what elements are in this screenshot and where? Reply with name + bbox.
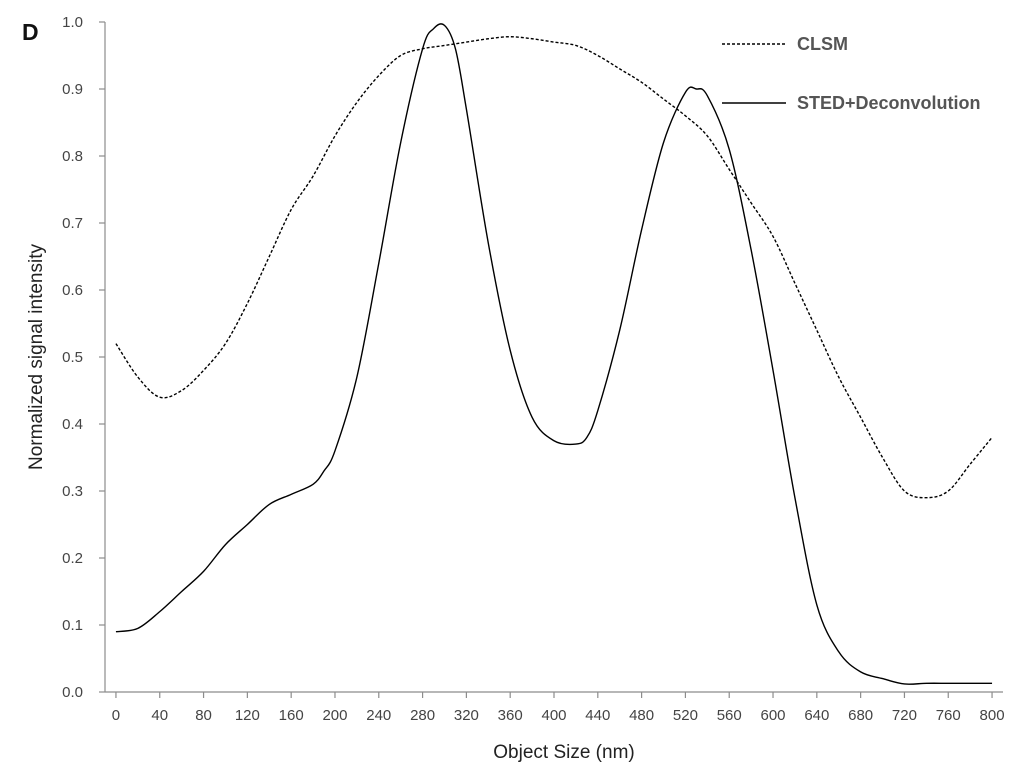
y-axis-ticks: 0.0 0.1 0.2 0.3 0.4 0.5 0.6 0.7 0.8 0.9 1.0 — [62, 14, 105, 701]
x-tick-label: 160 — [279, 707, 304, 724]
x-tick-label: 600 — [761, 707, 786, 724]
x-axis-title: Object Size (nm) — [493, 742, 634, 763]
x-tick-label: 760 — [936, 707, 961, 724]
x-tick-label: 200 — [322, 707, 347, 724]
x-tick-label: 400 — [541, 707, 566, 724]
x-tick-label: 240 — [366, 707, 391, 724]
x-tick-label: 720 — [892, 707, 917, 724]
x-tick-label: 40 — [151, 707, 168, 724]
y-tick-label: 0.0 — [62, 684, 83, 701]
panel-label: D — [22, 19, 39, 45]
y-tick-label: 0.3 — [62, 483, 83, 500]
legend-label-sted-deconvolution: STED+Deconvolution — [797, 93, 981, 113]
y-tick-label: 0.1 — [62, 617, 83, 634]
y-tick-label: 0.8 — [62, 148, 83, 165]
y-tick-label: 0.9 — [62, 81, 83, 98]
x-tick-label: 280 — [410, 707, 435, 724]
y-tick-label: 0.4 — [62, 416, 83, 433]
y-tick-label: 0.7 — [62, 215, 83, 232]
plot-area: 0 40 80 120 160 200 240 280 320 360 400 440 480 520 56… — [62, 14, 1004, 724]
x-tick-label: 680 — [848, 707, 873, 724]
x-tick-label: 640 — [804, 707, 829, 724]
x-tick-label: 440 — [585, 707, 610, 724]
y-tick-label: 0.2 — [62, 550, 83, 567]
x-tick-label: 120 — [235, 707, 260, 724]
y-axis-title: Normalized signal intensity — [26, 244, 47, 470]
x-tick-label: 360 — [498, 707, 523, 724]
x-tick-label: 480 — [629, 707, 654, 724]
x-tick-label: 560 — [717, 707, 742, 724]
x-tick-label: 520 — [673, 707, 698, 724]
y-tick-label: 0.5 — [62, 349, 83, 366]
y-tick-label: 1.0 — [62, 14, 83, 31]
series-line-clsm — [115, 36, 993, 499]
series-group — [115, 23, 993, 685]
x-tick-label: 320 — [454, 707, 479, 724]
legend: CLSM STED+Deconvolution — [722, 34, 981, 113]
x-tick-label: 0 — [112, 707, 120, 724]
x-axis-ticks: 0 40 80 120 160 200 240 280 320 360 400 440 480 520 56… — [112, 692, 1005, 724]
x-tick-label: 80 — [195, 707, 212, 724]
y-tick-label: 0.6 — [62, 282, 83, 299]
legend-label-clsm: CLSM — [797, 34, 848, 54]
x-tick-label: 800 — [980, 707, 1005, 724]
series-line-sted-deconvolution — [115, 23, 993, 685]
